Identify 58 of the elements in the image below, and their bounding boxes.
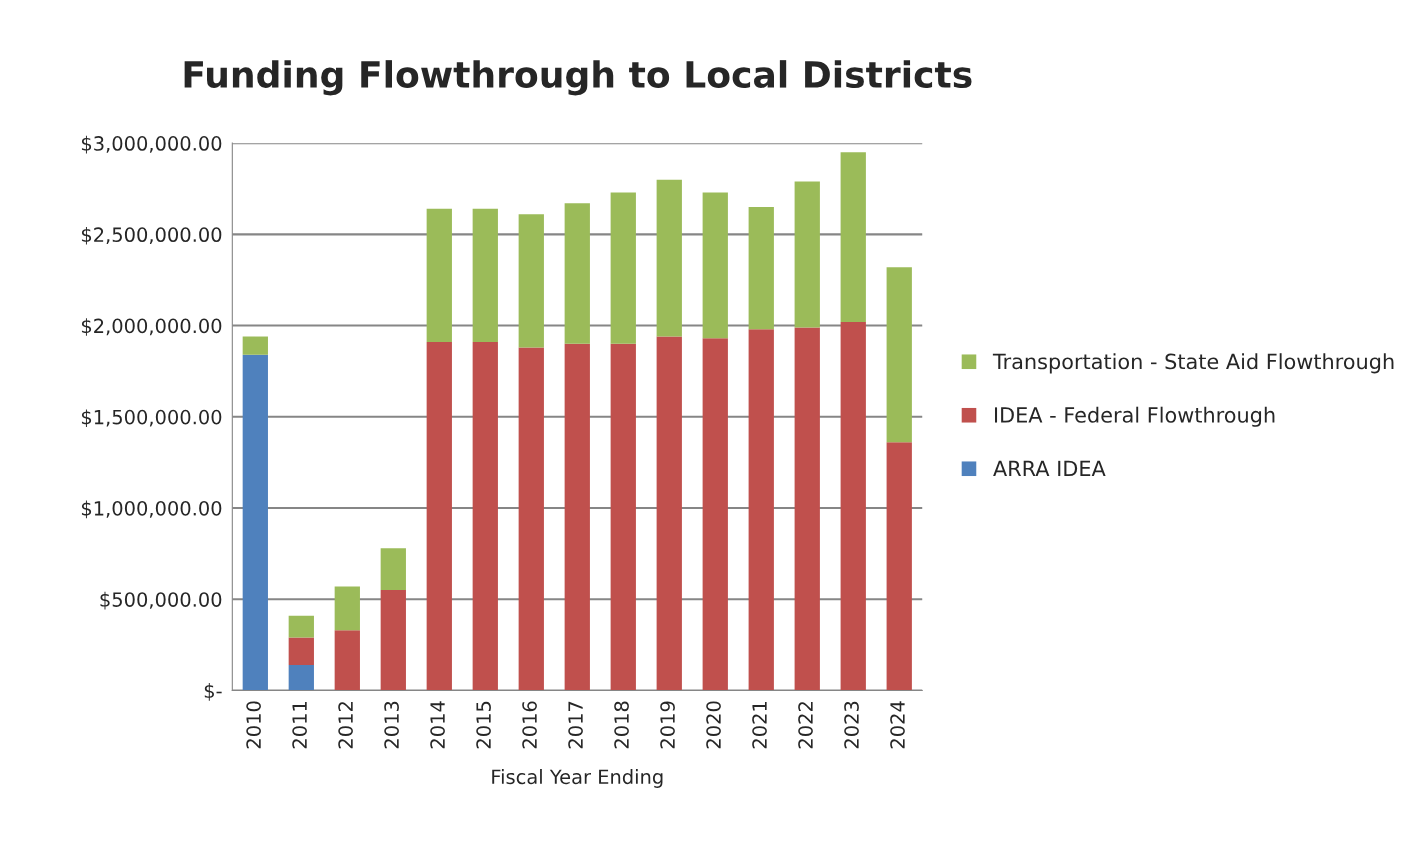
bar: [334, 586, 360, 631]
y-tick-label: $500,000.00: [100, 591, 222, 610]
x-tick-label: 2014: [430, 701, 445, 749]
bar: [518, 347, 544, 691]
bar: [840, 321, 866, 691]
bar: [288, 664, 314, 691]
y-tick-label: $2,000,000.00: [81, 318, 222, 336]
x-tick-label: 2024: [890, 701, 905, 749]
x-axis-title: Fiscal Year Ending: [492, 769, 663, 788]
bar: [794, 181, 820, 328]
bar: [288, 615, 314, 638]
y-tick-label: $1,000,000.00: [81, 500, 222, 519]
bar: [564, 343, 590, 691]
bar: [886, 267, 912, 443]
bar: [564, 203, 590, 344]
bar: [426, 208, 452, 342]
x-tick-label: 2010: [246, 701, 261, 749]
legend-label: Transportation - State Aid Flowthrough: [992, 353, 1394, 374]
bar: [702, 338, 728, 691]
bar: [334, 630, 360, 691]
x-tick-label: 2021: [752, 701, 767, 749]
bar: [426, 341, 452, 691]
x-tick-label: 2019: [660, 701, 675, 749]
x-tick-label: 2022: [798, 702, 813, 749]
x-tick-label: 2020: [706, 701, 721, 749]
bar: [380, 590, 406, 691]
x-tick-label: 2015: [476, 701, 491, 749]
x-tick-label: 2011: [292, 701, 307, 749]
x-tick-label: 2023: [844, 701, 859, 749]
y-tick-label: $2,500,000.00: [81, 226, 222, 245]
bar: [794, 327, 820, 691]
y-tick-label: $-: [204, 683, 222, 701]
x-tick-label: 2017: [568, 701, 583, 749]
bar: [886, 442, 912, 691]
y-tick-label: $3,000,000.00: [81, 135, 222, 154]
bar: [472, 341, 498, 691]
bar: [840, 152, 866, 322]
bar: [656, 336, 682, 691]
bar: [610, 192, 636, 344]
bar: [518, 214, 544, 348]
bar: [702, 192, 728, 339]
bar: [748, 206, 774, 330]
x-tick-label: 2013: [384, 701, 399, 749]
bar: [288, 637, 314, 665]
chart-title: Funding Flowthrough to Local Districts: [184, 60, 972, 96]
legend-label: IDEA - Federal Flowthrough: [994, 406, 1275, 427]
bar: [610, 343, 636, 691]
x-tick-label: 2018: [614, 701, 629, 749]
x-tick-label: 2016: [522, 701, 537, 749]
legend-label: ARRA IDEA: [993, 460, 1106, 477]
bar: [748, 329, 774, 691]
bar: [380, 548, 406, 591]
bar: [242, 354, 268, 691]
x-tick-label: 2012: [338, 702, 353, 749]
y-tick-label: $1,500,000.00: [81, 409, 222, 428]
bar: [242, 336, 268, 355]
bar: [472, 208, 498, 342]
bar: [656, 179, 682, 337]
